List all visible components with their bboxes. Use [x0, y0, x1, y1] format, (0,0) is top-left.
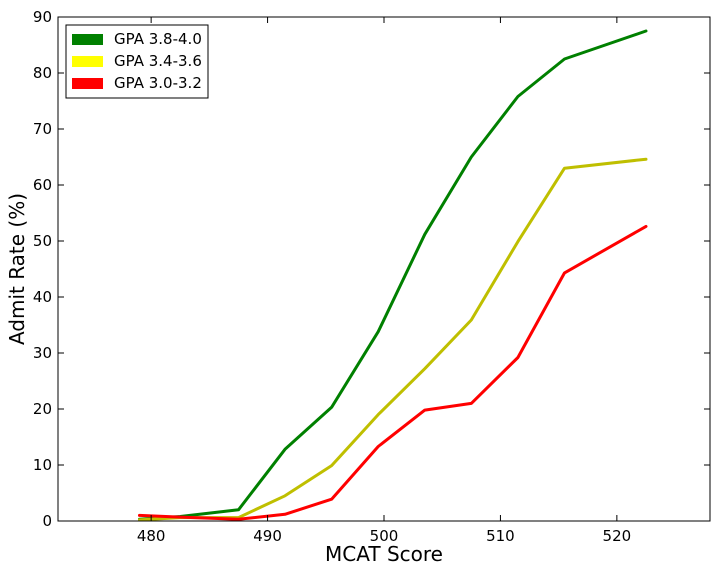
- y-axis-label: Admit Rate (%): [5, 193, 29, 345]
- y-tick-label: 40: [33, 288, 52, 306]
- x-tick-label: 510: [486, 527, 515, 545]
- x-axis-label: MCAT Score: [325, 542, 443, 566]
- x-tick-label: 520: [603, 527, 632, 545]
- legend: GPA 3.8-4.0 GPA 3.4-3.6 GPA 3.0-3.2: [65, 24, 209, 99]
- x-tick-label: 500: [370, 527, 399, 545]
- series-line-2: [138, 157, 648, 522]
- legend-label: GPA 3.0-3.2: [114, 74, 202, 92]
- series-line-1: [138, 29, 648, 521]
- legend-swatch: [72, 34, 103, 45]
- y-tick-label: 50: [33, 232, 52, 250]
- legend-swatch: [72, 78, 103, 89]
- plot-lines: [138, 29, 648, 522]
- y-tick-label: 0: [42, 512, 52, 530]
- y-tick-label: 70: [33, 120, 52, 138]
- y-tick-label: 90: [33, 8, 52, 26]
- legend-label: GPA 3.8-4.0: [114, 30, 202, 48]
- legend-label: GPA 3.4-3.6: [114, 52, 202, 70]
- x-axis-ticks: 480 490 500 510 520: [137, 17, 631, 545]
- y-tick-label: 20: [33, 400, 52, 418]
- y-tick-label: 80: [33, 64, 52, 82]
- x-tick-label: 480: [137, 527, 166, 545]
- y-axis-ticks: 0 10 20 30 40 50 60 70 80 90: [33, 8, 710, 530]
- series-line-3: [138, 224, 648, 521]
- x-tick-label: 490: [253, 527, 282, 545]
- y-tick-label: 10: [33, 456, 52, 474]
- y-tick-label: 60: [33, 176, 52, 194]
- y-tick-label: 30: [33, 344, 52, 362]
- legend-swatch: [72, 56, 103, 67]
